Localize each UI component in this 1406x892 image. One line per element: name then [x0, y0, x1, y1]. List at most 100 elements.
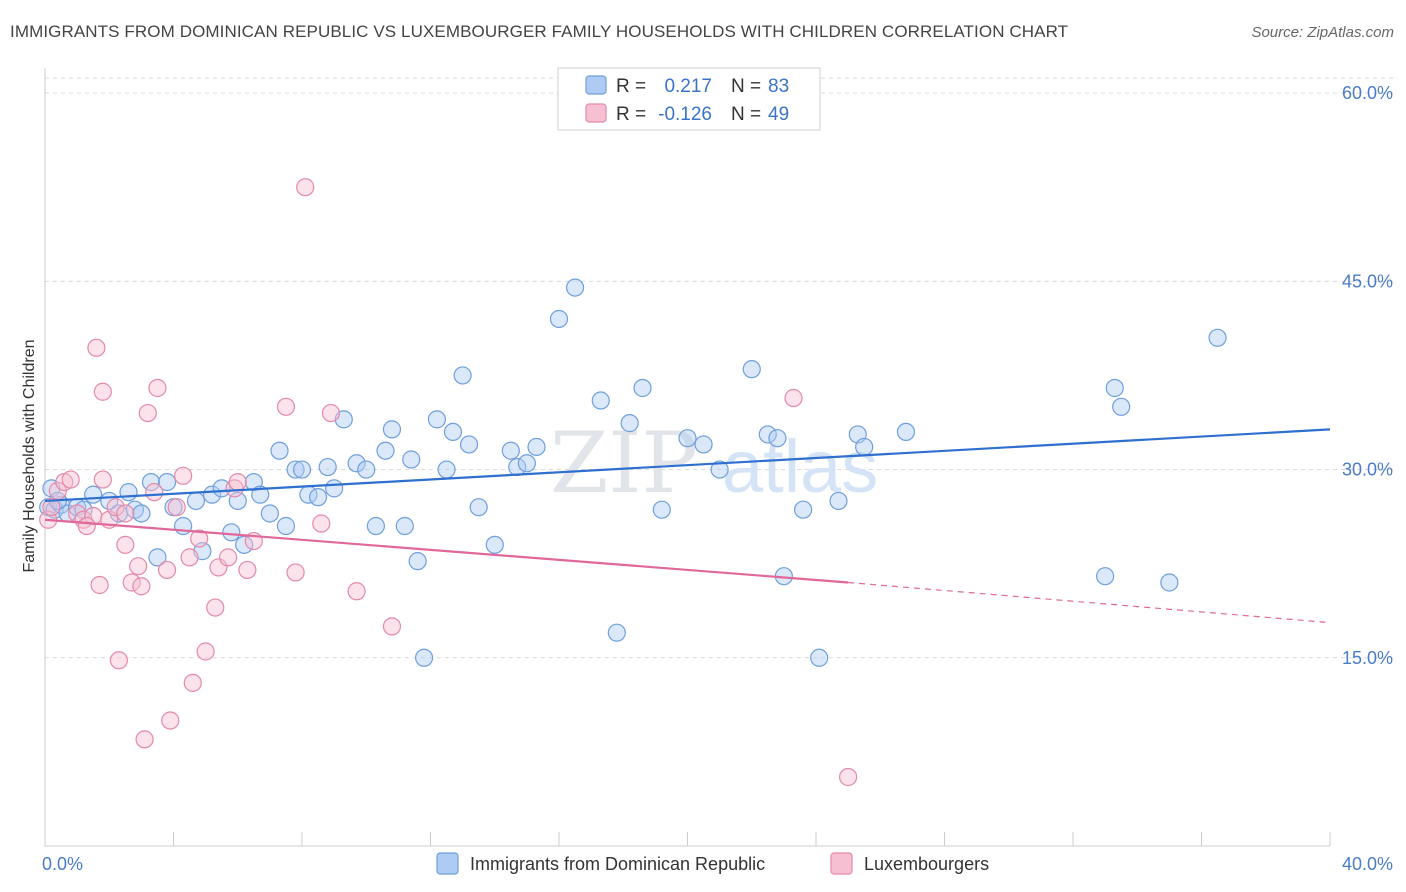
luxembourger-point-18 [132, 577, 151, 596]
dominican-point-49 [469, 498, 488, 517]
dominican-point-35 [347, 454, 366, 473]
luxembourger-point-25 [174, 466, 193, 485]
dominican-point-33 [325, 479, 344, 498]
luxembourger-point-14 [109, 651, 128, 670]
dominican-point-11 [141, 472, 161, 492]
dominican-point-70 [810, 648, 829, 667]
y-tick-label-3: 15.0% [1342, 648, 1393, 668]
y-tick-label-1: 45.0% [1342, 271, 1393, 291]
dominican-point-75 [1096, 567, 1115, 586]
y-axis-title: Family Households with Children [21, 340, 38, 573]
luxembourger-point-8 [90, 575, 109, 595]
dominican-point-25 [260, 504, 279, 523]
dominican-point-28 [286, 460, 305, 479]
luxembourger-point-28 [190, 529, 209, 548]
series-luxembourger-points [39, 178, 858, 787]
luxembourger-point-41 [321, 403, 341, 423]
source-credit: Source: ZipAtlas.com [1251, 24, 1394, 41]
dominican-point-43 [414, 648, 434, 667]
dominican-point-48 [459, 435, 479, 454]
dominican-point-71 [829, 491, 848, 511]
dominican-point-19 [212, 479, 231, 498]
legend-r-label-pink: R = [616, 104, 646, 125]
correlation-legend: R = 0.217 N = 83 R = -0.126 N = 49 [557, 67, 821, 131]
dominican-point-26 [270, 441, 289, 460]
dominican-point-27 [276, 516, 296, 536]
dominican-point-67 [768, 429, 787, 448]
luxembourger-point-22 [157, 560, 177, 580]
luxembourger-point-21 [148, 378, 167, 398]
dominican-point-74 [896, 422, 916, 442]
dominican-point-16 [186, 491, 206, 511]
luxembourger-point-30 [206, 598, 225, 617]
axes [44, 68, 1331, 847]
dominican-point-13 [157, 472, 177, 492]
luxembourger-trend-line [44, 518, 849, 584]
luxembourger-point-17 [129, 557, 148, 576]
dominican-trend-line [44, 428, 1331, 503]
x-tick-min: 0.0% [42, 854, 83, 874]
luxembourger-point-19 [138, 403, 157, 423]
dominican-point-77 [1112, 397, 1131, 416]
series-legend: Immigrants from Dominican Republic Luxem… [436, 852, 989, 875]
luxembourger-point-40 [312, 514, 331, 533]
luxembourger-point-43 [382, 617, 402, 636]
luxembourger-point-46 [77, 516, 96, 536]
luxembourger-point-11 [93, 382, 112, 401]
bottom-legend-label-luxembourgers: Luxembourgers [864, 854, 989, 874]
dominican-point-10 [132, 504, 151, 523]
dominican-point-53 [517, 454, 536, 473]
dominican-point-36 [357, 460, 376, 479]
legend-n-label-blue: N = [731, 76, 761, 97]
dominican-point-29 [292, 460, 312, 479]
dominican-point-50 [485, 535, 504, 554]
luxembourger-point-44 [135, 730, 154, 749]
luxembourger-point-27 [183, 673, 202, 692]
series-dominican-points [39, 278, 1227, 667]
dominican-point-82 [119, 483, 138, 502]
luxembourger-point-4 [61, 470, 80, 489]
dominican-point-45 [437, 460, 456, 479]
watermark-zip: ZIP [550, 414, 698, 512]
dominican-point-41 [402, 450, 421, 469]
luxembourger-point-37 [276, 397, 296, 416]
dominican-point-58 [607, 623, 626, 642]
dominican-point-6 [84, 485, 103, 504]
dominican-point-12 [148, 548, 167, 567]
luxembourger-point-42 [347, 582, 366, 601]
dominican-point-39 [382, 420, 402, 439]
y-tick-labels: 60.0% 45.0% 30.0% 15.0% [1342, 83, 1393, 668]
luxembourger-point-48 [839, 767, 858, 787]
dominican-point-55 [549, 309, 569, 329]
legend-n-value-pink: 49 [768, 104, 789, 125]
dominican-point-24 [251, 485, 270, 504]
dominican-point-44 [427, 410, 447, 429]
luxembourger-point-26 [180, 548, 199, 567]
dominican-point-64 [710, 460, 729, 479]
legend-r-value-pink: -0.126 [658, 104, 712, 125]
legend-r-label-blue: R = [616, 76, 646, 97]
legend-n-label-pink: N = [731, 104, 761, 125]
dominican-point-78 [1160, 573, 1179, 592]
luxembourger-point-39 [296, 178, 315, 197]
dominican-point-51 [501, 441, 520, 460]
y-tick-label-2: 30.0% [1342, 460, 1393, 480]
trend-lines [44, 428, 1331, 624]
luxembourger-point-9 [87, 338, 106, 357]
dominican-point-56 [565, 278, 585, 297]
x-tick-max: 40.0% [1342, 854, 1393, 874]
dominican-point-31 [308, 488, 328, 507]
chart-title: IMMIGRANTS FROM DOMINICAN REPUBLIC VS LU… [10, 22, 1069, 41]
luxembourger-point-15 [116, 535, 135, 554]
luxembourger-point-34 [228, 472, 247, 492]
bottom-legend-swatch-pink [830, 852, 853, 875]
legend-r-value-blue: 0.217 [664, 76, 712, 97]
dominican-point-42 [408, 552, 427, 571]
dominican-point-40 [395, 516, 414, 536]
dominican-point-47 [453, 366, 472, 385]
dominican-point-73 [855, 437, 874, 457]
dominican-point-66 [758, 425, 777, 444]
dominican-point-60 [633, 378, 652, 398]
luxembourger-point-24 [167, 498, 186, 517]
